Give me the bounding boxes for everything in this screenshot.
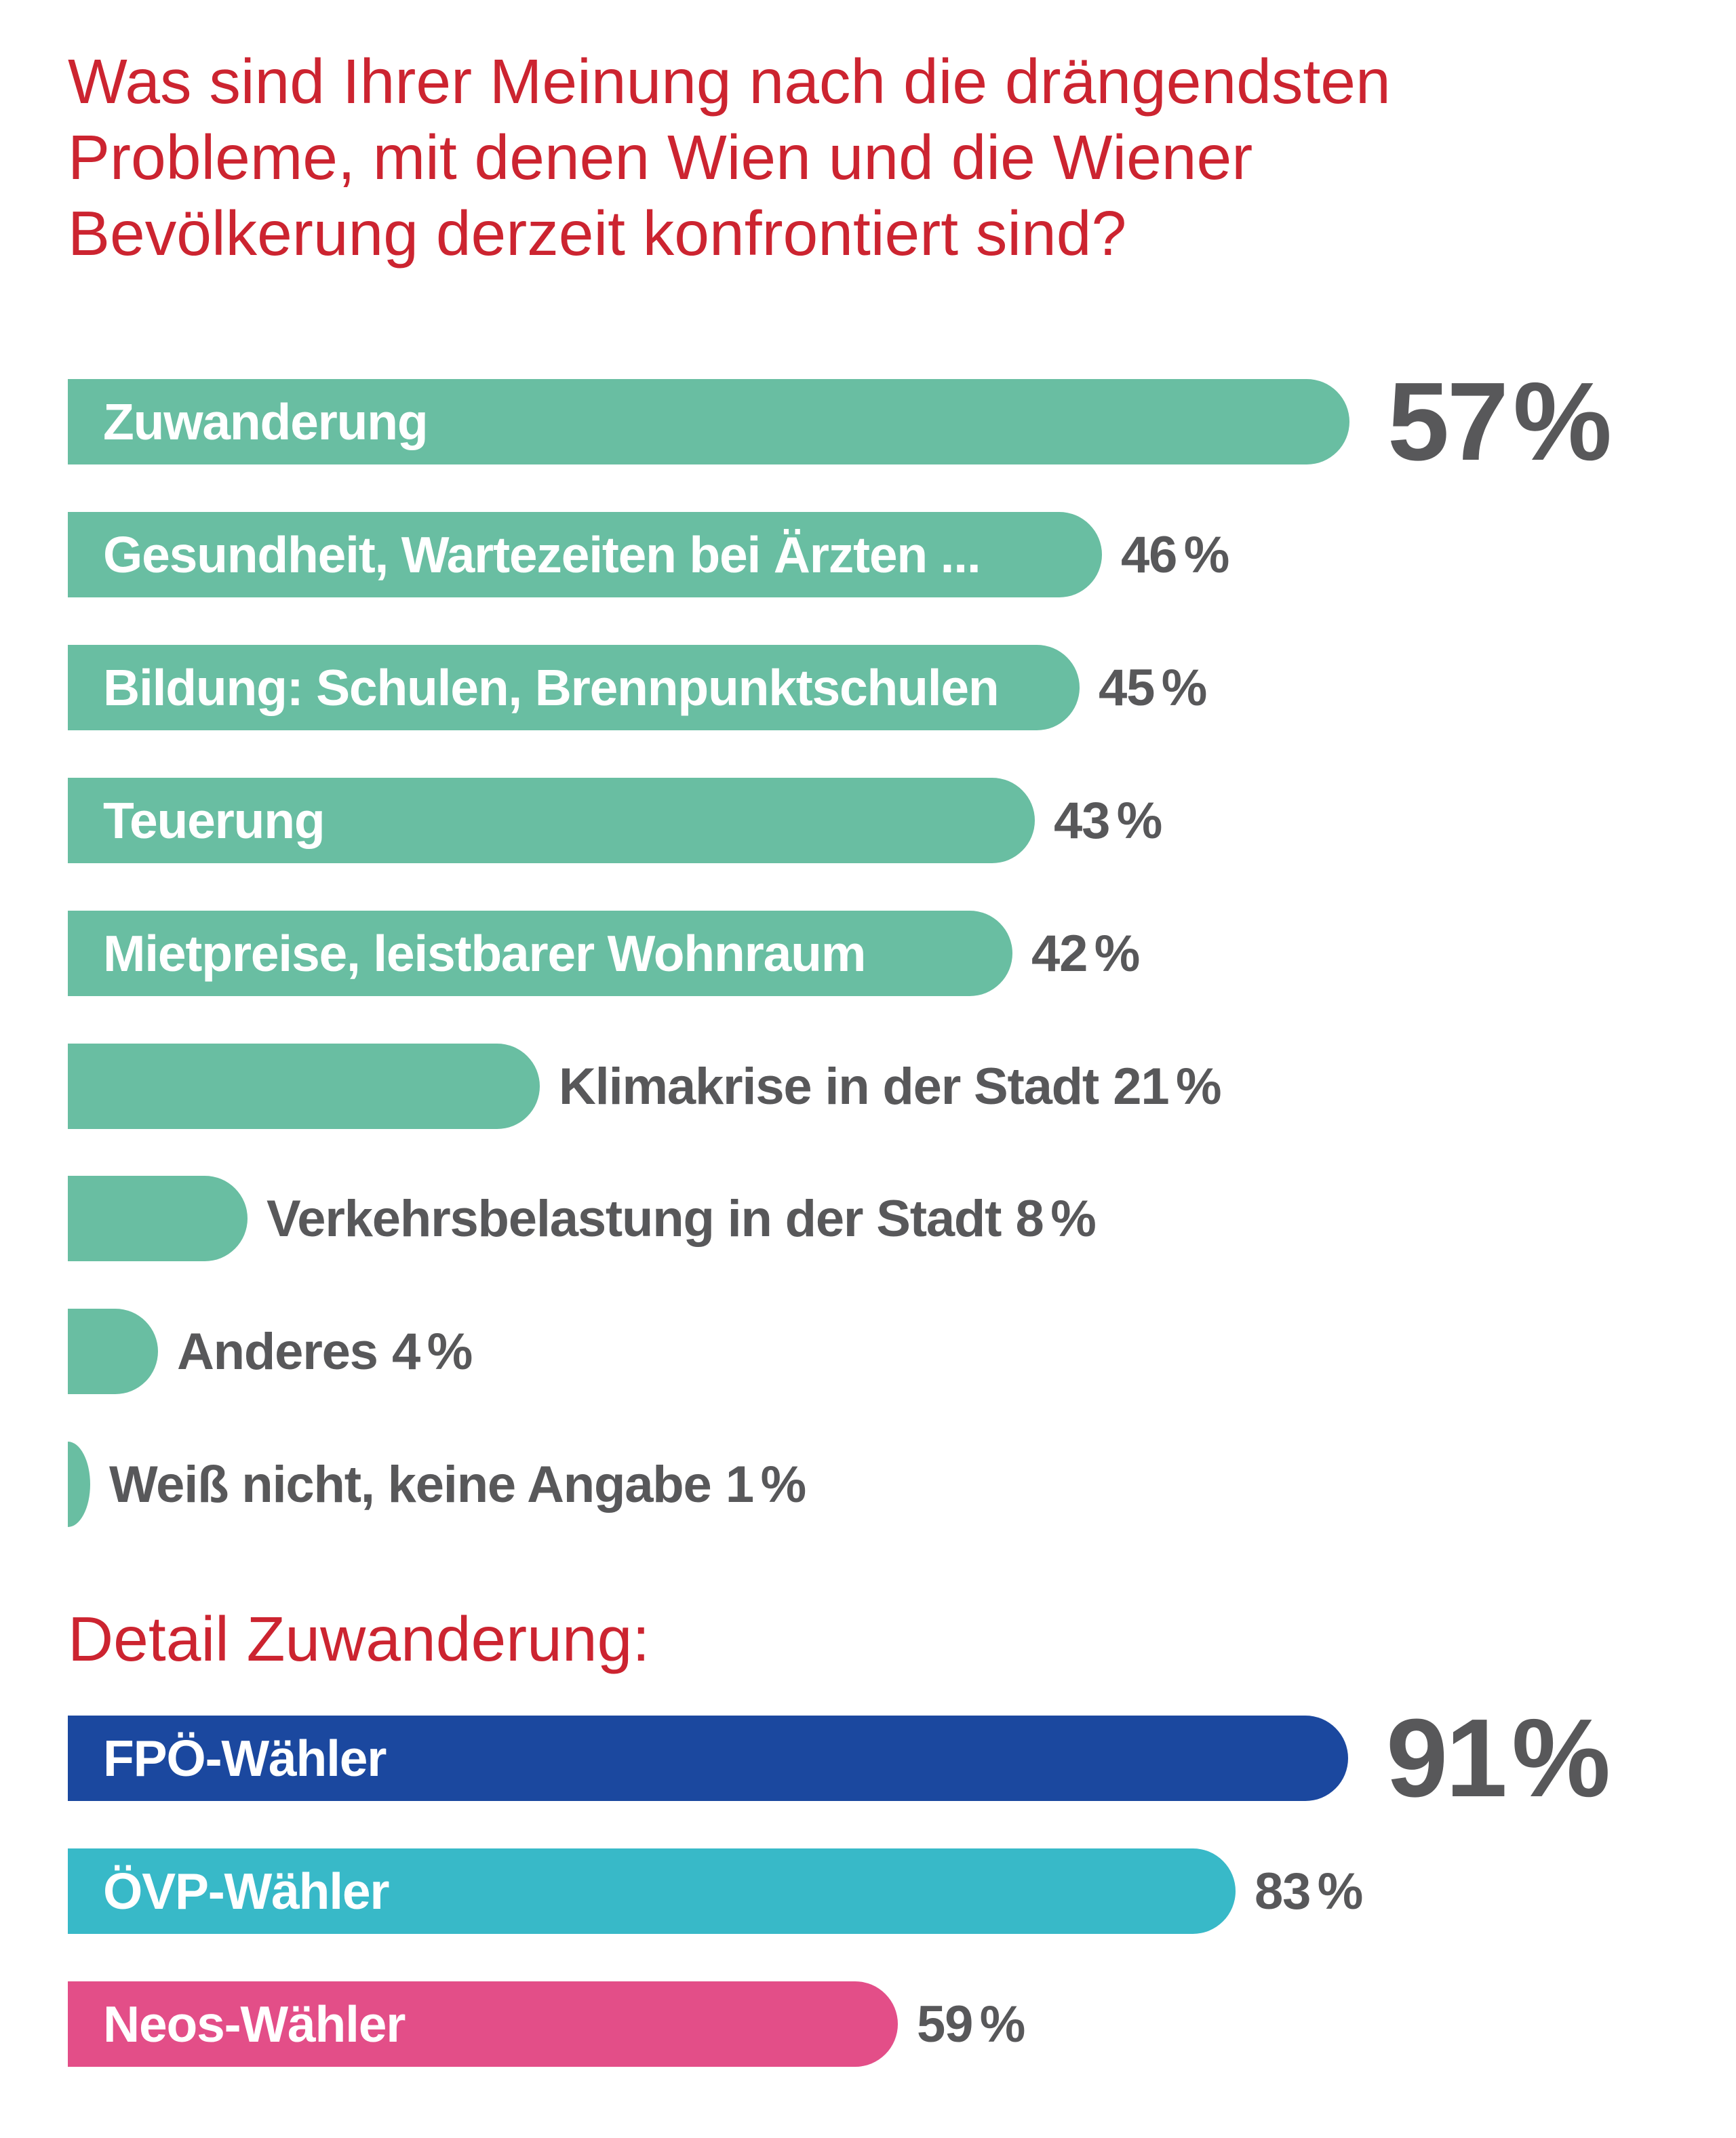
bar-row: Neos-Wähler 59% xyxy=(68,1981,1025,2067)
percent-sign: % xyxy=(1161,658,1208,717)
bar-category-label: Mietpreise, leistbarer Wohnraum xyxy=(103,925,866,982)
bar-value-group: 43% xyxy=(1054,791,1162,850)
bar-row: Verkehrsbelastung in der Stadt 8% xyxy=(68,1176,1097,1261)
bar-row: Bildung: Schulen, Brennpunktschulen 45% xyxy=(68,645,1208,730)
bar-value-group: 42% xyxy=(1031,924,1141,983)
bar-value: 43 xyxy=(1054,791,1110,850)
percent-sign: % xyxy=(1317,1862,1364,1920)
bar: FPÖ-Wähler xyxy=(68,1716,1348,1801)
percent-sign: % xyxy=(1094,924,1141,983)
bar-category-label: Gesundheit, Wartezeiten bei Ärzten ... xyxy=(103,526,981,583)
bar-category-label: FPÖ-Wähler xyxy=(103,1730,387,1787)
bar-value: 1 xyxy=(725,1455,754,1513)
question-title-line: Bevölkerung derzeit konfrontiert sind? xyxy=(68,198,1127,269)
bar xyxy=(68,1309,158,1394)
bar-category-label: Klimakrise in der Stadt xyxy=(559,1057,1099,1115)
bar-value-group: 57% xyxy=(1387,358,1612,486)
bar-value-group: Verkehrsbelastung in der Stadt 8% xyxy=(267,1189,1097,1248)
bar-row: Gesundheit, Wartezeiten bei Ärzten ... 46… xyxy=(68,512,1229,597)
bar-value-group: 46% xyxy=(1121,526,1229,585)
percent-sign: % xyxy=(427,1322,473,1381)
percent-sign: % xyxy=(1116,791,1163,850)
bar-category-label: Zuwanderung xyxy=(103,393,429,450)
bar-value: 4 xyxy=(391,1322,420,1381)
bar xyxy=(68,1442,90,1527)
bar-value: 45 xyxy=(1099,658,1155,717)
percent-sign: % xyxy=(1512,1696,1611,1820)
bar xyxy=(68,1044,540,1129)
detail-section-heading: Detail Zuwanderung: xyxy=(68,1604,650,1674)
bar-value: 21 xyxy=(1113,1057,1169,1115)
bar-value-group: 45% xyxy=(1099,658,1208,717)
bar-value: 59 xyxy=(917,1995,973,2053)
bar-category-label: Neos-Wähler xyxy=(103,1996,406,2053)
bar-row: Klimakrise in der Stadt 21% xyxy=(68,1044,1222,1129)
percent-sign: % xyxy=(1176,1057,1222,1115)
bar-value-group: 83% xyxy=(1255,1862,1364,1921)
bar-value: 83 xyxy=(1255,1862,1311,1920)
bar: Bildung: Schulen, Brennpunktschulen xyxy=(68,645,1080,730)
percent-sign: % xyxy=(760,1455,807,1513)
bar-value: 8 xyxy=(1015,1189,1044,1248)
bar: Gesundheit, Wartezeiten bei Ärzten ... xyxy=(68,512,1102,597)
bar-row: Weiß nicht, keine Angabe 1% xyxy=(68,1442,806,1527)
question-title-line: Was sind Ihrer Meinung nach die drängend… xyxy=(68,46,1391,117)
bar: Mietpreise, leistbarer Wohnraum xyxy=(68,911,1012,996)
bar-value-group: Weiß nicht, keine Angabe 1% xyxy=(109,1455,806,1514)
bar xyxy=(68,1176,248,1261)
bar-row: ÖVP-Wähler 83% xyxy=(68,1848,1364,1934)
percent-sign: % xyxy=(1050,1189,1097,1248)
bar-row: Zuwanderung 57% xyxy=(68,359,1612,483)
question-title: Was sind Ihrer Meinung nach die drängend… xyxy=(68,43,1391,271)
bar-value: 91 xyxy=(1386,1696,1507,1820)
percent-sign: % xyxy=(1183,526,1230,584)
bar-value-group: 59% xyxy=(917,1995,1025,2054)
bar: Zuwanderung xyxy=(68,379,1349,464)
percent-sign: % xyxy=(1513,359,1612,483)
bar-row: Anderes 4% xyxy=(68,1309,473,1394)
bar-category-label: Anderes xyxy=(177,1322,378,1381)
bar-value: 57 xyxy=(1387,359,1509,483)
bar-value-group: Klimakrise in der Stadt 21% xyxy=(559,1057,1222,1116)
bar-value-group: 91% xyxy=(1386,1695,1611,1822)
bar-category-label: Weiß nicht, keine Angabe xyxy=(109,1455,712,1513)
bar-value: 42 xyxy=(1031,924,1088,983)
bar-category-label: Teuerung xyxy=(103,792,326,849)
bar: Neos-Wähler xyxy=(68,1981,898,2067)
percent-sign: % xyxy=(979,1995,1026,2053)
bar: ÖVP-Wähler xyxy=(68,1848,1236,1934)
bar-value: 46 xyxy=(1121,526,1177,584)
bar-row: Teuerung 43% xyxy=(68,778,1162,863)
bar-row: Mietpreise, leistbarer Wohnraum 42% xyxy=(68,911,1141,996)
bar: Teuerung xyxy=(68,778,1035,863)
bar-value-group: Anderes 4% xyxy=(177,1322,473,1381)
bar-category-label: ÖVP-Wähler xyxy=(103,1863,390,1920)
bar-row: FPÖ-Wähler 91% xyxy=(68,1696,1611,1820)
bar-category-label: Bildung: Schulen, Brennpunktschulen xyxy=(103,659,1000,716)
question-title-line: Probleme, mit denen Wien und die Wiener xyxy=(68,122,1253,193)
bar-category-label: Verkehrsbelastung in der Stadt xyxy=(267,1189,1002,1248)
